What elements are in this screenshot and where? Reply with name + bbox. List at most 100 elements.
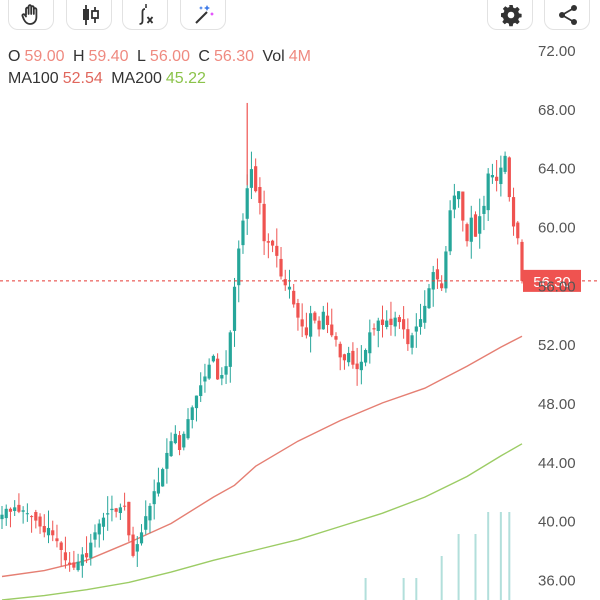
y-axis-tick-label: 60.00 xyxy=(538,219,576,236)
volume-bar xyxy=(474,534,477,600)
candle-body xyxy=(127,501,131,536)
candle-body xyxy=(203,376,207,382)
candle-body xyxy=(114,508,118,512)
candle-body xyxy=(393,317,397,327)
candle-body xyxy=(372,328,376,330)
candle-body xyxy=(118,507,122,514)
candle-body xyxy=(296,303,300,318)
candle-body xyxy=(211,355,215,362)
candle-body xyxy=(325,315,330,325)
candle-body xyxy=(262,203,266,242)
candle-body xyxy=(46,527,51,536)
ma100-label: MA100 xyxy=(8,70,59,87)
candle-body xyxy=(490,175,495,178)
candle-body xyxy=(59,542,63,550)
candle-body xyxy=(279,258,283,277)
candle-body xyxy=(89,542,93,558)
chart-type-button[interactable] xyxy=(66,0,112,30)
low-label: L xyxy=(137,48,146,65)
candle-body xyxy=(110,508,114,511)
candle-body xyxy=(232,286,237,331)
candle-body xyxy=(254,166,258,192)
volume-bar xyxy=(457,534,460,600)
candle-body xyxy=(4,508,8,519)
y-axis-tick-label: 44.00 xyxy=(538,455,576,472)
candle-body xyxy=(292,290,296,305)
candle-body xyxy=(511,197,516,227)
volume-bar xyxy=(415,578,418,600)
moving-average-row: MA100 52.54 MA200 45.22 xyxy=(8,68,315,90)
candle-body xyxy=(444,251,448,289)
candle-body xyxy=(216,358,220,380)
candle-body xyxy=(389,318,393,325)
candle-body xyxy=(456,191,461,200)
candle-body xyxy=(338,343,342,358)
candle-body xyxy=(29,516,34,518)
candle-body xyxy=(359,361,363,371)
candle-body xyxy=(503,155,507,172)
candlestick-icon xyxy=(83,5,99,25)
candle-body xyxy=(13,507,17,511)
low-value: 56.00 xyxy=(149,48,190,65)
indicators-button[interactable] xyxy=(122,0,168,30)
y-axis-tick-label: 36.00 xyxy=(538,572,576,589)
candle-body xyxy=(97,523,101,535)
open-value: 59.00 xyxy=(24,48,65,65)
candle-body xyxy=(266,241,270,243)
candle-body xyxy=(427,288,431,309)
auto-analysis-button[interactable] xyxy=(180,0,226,30)
candle-body xyxy=(300,319,304,327)
candle-body xyxy=(161,469,165,487)
candle-body xyxy=(173,433,177,444)
candle-body xyxy=(448,210,452,252)
ohlc-legend: O 59.00 H 59.40 L 56.00 C 56.30 Vol 4M MA100 5… xyxy=(8,46,315,90)
chart-toolbar xyxy=(0,0,600,34)
candle-body xyxy=(410,335,414,348)
candle-body xyxy=(101,517,106,527)
ma200-label: MA200 xyxy=(111,70,162,87)
settings-gear-icon xyxy=(501,5,522,27)
candle-body xyxy=(0,514,4,520)
candle-body xyxy=(495,176,499,181)
candle-body xyxy=(72,562,76,568)
drawing-hand-button[interactable] xyxy=(8,0,54,30)
share-button[interactable] xyxy=(544,0,590,30)
hand-icon xyxy=(21,4,38,25)
candle-body xyxy=(435,269,440,280)
candle-body xyxy=(309,313,313,337)
candle-body xyxy=(351,350,355,365)
candle-body xyxy=(376,320,380,331)
ma200-value: 45.22 xyxy=(165,70,206,87)
candle-body xyxy=(499,167,503,185)
candle-body xyxy=(84,553,89,558)
chart-settings-button[interactable] xyxy=(487,0,533,30)
y-axis-tick-label: 68.00 xyxy=(538,102,576,119)
current-price-tag xyxy=(523,269,581,292)
candle-body xyxy=(241,220,245,246)
candle-body xyxy=(8,508,13,512)
candle-body xyxy=(42,526,46,533)
candle-body xyxy=(156,482,161,494)
candle-body xyxy=(334,336,338,340)
candle-body xyxy=(507,157,511,198)
candle-body xyxy=(80,554,84,566)
share-icon xyxy=(559,5,577,25)
candle-body xyxy=(224,366,228,375)
candle-body xyxy=(469,217,473,242)
candle-body xyxy=(385,320,389,327)
candle-body xyxy=(237,248,241,286)
close-value: 56.30 xyxy=(213,48,255,65)
candle-body xyxy=(194,395,199,409)
candle-body xyxy=(177,435,182,450)
candle-body xyxy=(380,319,385,325)
candle-body xyxy=(368,332,372,354)
candle-body xyxy=(418,319,423,327)
open-label: O xyxy=(8,48,21,65)
candle-body xyxy=(135,544,139,552)
y-axis-tick-label: 56.00 xyxy=(538,278,576,295)
candle-body xyxy=(473,214,478,237)
candle-body xyxy=(148,505,152,521)
current-price-label: 56.30 xyxy=(533,274,571,291)
candle-body xyxy=(152,491,156,505)
